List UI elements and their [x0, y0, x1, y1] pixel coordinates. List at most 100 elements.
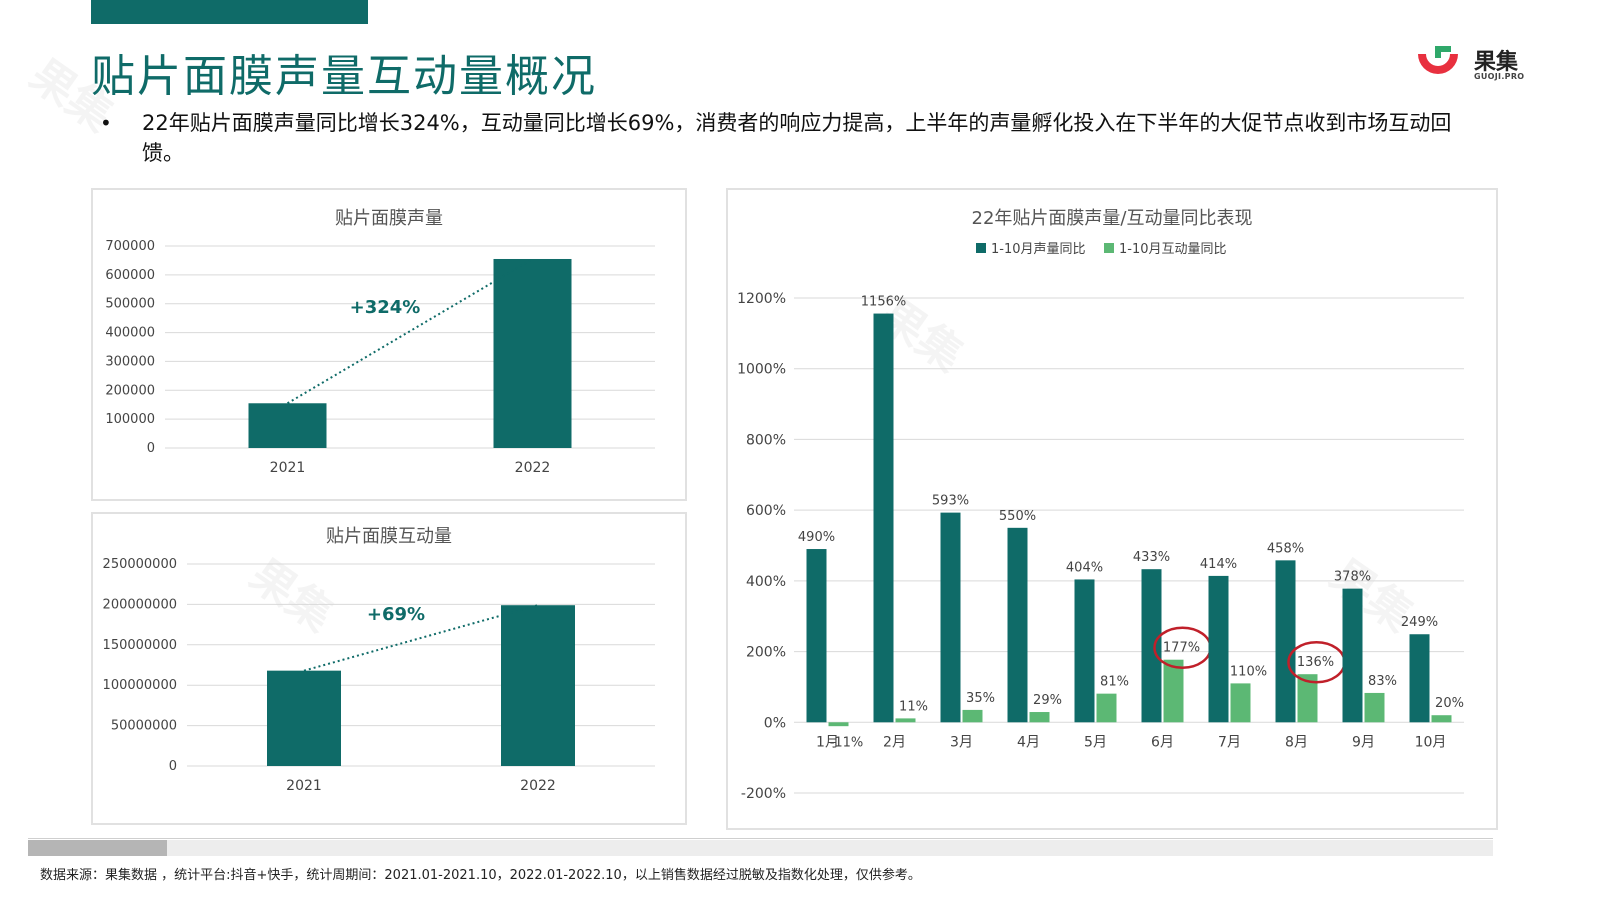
yoy-chart-panel: 22年贴片面膜声量/互动量同比表现 -200% 0% 200% 400% 600% 800… [726, 188, 1498, 830]
y-tick-label: 1000% [737, 362, 786, 378]
bar [1342, 588, 1363, 723]
x-tick-label: 9月 [1352, 734, 1375, 750]
summary-bullet: • 22年贴片面膜声量同比增长324%，互动量同比增长69%，消费者的响应力提高… [100, 108, 1480, 168]
y-tick-label: 250000000 [103, 557, 177, 572]
data-source-note: 数据来源：果集数据 ，统计平台:抖音+快手，统计周期间：2021.01-2021… [40, 868, 921, 883]
data-label: 593% [932, 494, 969, 509]
y-tick-label: -200% [741, 786, 786, 802]
bar [1007, 527, 1028, 723]
data-label: 177% [1163, 641, 1200, 656]
guoji-logo-icon [1418, 46, 1458, 74]
data-label: 11% [899, 699, 928, 714]
x-tick-label: 10月 [1415, 734, 1447, 750]
x-tick-label: 3月 [950, 734, 973, 750]
y-tick-label: 200000 [105, 383, 155, 398]
bar [493, 258, 572, 448]
x-tick-label: 2022 [515, 460, 551, 476]
legend-swatch [976, 243, 986, 253]
trend-line [286, 258, 534, 405]
bar [873, 313, 894, 723]
bar [248, 403, 327, 448]
legend-swatch [1104, 243, 1114, 253]
bar [1074, 579, 1095, 723]
x-tick-label: 2月 [883, 734, 906, 750]
data-label: 136% [1297, 655, 1334, 670]
bar [1431, 715, 1452, 723]
y-tick-label: 700000 [105, 239, 155, 254]
top-accent-bar [91, 0, 368, 24]
bar [1029, 712, 1050, 723]
chart-title: 22年贴片面膜声量/互动量同比表现 [972, 208, 1253, 229]
bullet-dot-icon: • [100, 111, 112, 135]
bar [1163, 659, 1184, 723]
y-tick-label: 200% [746, 645, 786, 661]
bar [501, 605, 575, 766]
data-label: 83% [1368, 674, 1397, 689]
y-tick-label: 600% [746, 503, 786, 519]
y-tick-label: 300000 [105, 354, 155, 369]
bar [1297, 674, 1318, 723]
data-label: 110% [1230, 664, 1267, 679]
data-label: 378% [1334, 570, 1371, 585]
trend-line [303, 604, 539, 672]
data-label: 404% [1066, 560, 1103, 575]
x-tick-label: 2022 [520, 778, 556, 794]
x-tick-label: 6月 [1151, 734, 1174, 750]
x-tick-label: 2021 [286, 778, 322, 794]
data-label: 458% [1267, 541, 1304, 556]
logo-name: 果集 [1474, 50, 1519, 75]
bar [267, 670, 341, 766]
data-label: 29% [1033, 693, 1062, 708]
bar [1364, 692, 1385, 723]
bar [895, 718, 916, 723]
data-label: 20% [1435, 696, 1464, 711]
interaction-chart: 贴片面膜互动量 0 50000000 100000000 150000000 20000… [103, 526, 655, 794]
page-title: 贴片面膜声量互动量概况 [91, 51, 597, 102]
data-label: 490% [798, 530, 835, 545]
footer-divider [28, 838, 1493, 839]
yoy-chart: 22年贴片面膜声量/互动量同比表现 -200% 0% 200% 400% 600% 800… [737, 208, 1464, 802]
y-tick-label: 800% [746, 432, 786, 448]
x-tick-label: 4月 [1017, 734, 1040, 750]
data-label: 433% [1133, 550, 1170, 565]
data-label: -11% [830, 735, 864, 750]
chart-title: 贴片面膜互动量 [326, 526, 452, 547]
bar [1096, 693, 1117, 723]
legend-label: 1-10月声量同比 [991, 242, 1086, 257]
x-tick-label: 2021 [270, 460, 306, 476]
y-tick-label: 500000 [105, 297, 155, 312]
y-tick-label: 400% [746, 574, 786, 590]
volume-chart: 贴片面膜声量 0 100000 200000 300000 400000 500000 60… [105, 208, 655, 476]
legend-label: 1-10月互动量同比 [1119, 242, 1227, 257]
growth-annotation: +324% [350, 297, 421, 318]
x-tick-label: 1月 [816, 734, 839, 750]
bar [1409, 634, 1430, 723]
bar [828, 722, 849, 727]
bar [1275, 560, 1296, 723]
bar [1208, 575, 1229, 723]
data-label: 249% [1401, 615, 1438, 630]
x-tick-label: 8月 [1285, 734, 1308, 750]
bar [1230, 683, 1251, 723]
y-tick-label: 100000 [105, 412, 155, 427]
x-tick-label: 7月 [1218, 734, 1241, 750]
chart-title: 贴片面膜声量 [335, 208, 443, 229]
footer-bar-accent [28, 840, 167, 856]
x-tick-label: 5月 [1084, 734, 1107, 750]
y-tick-label: 1200% [737, 291, 786, 307]
footer-bar-track [28, 840, 1493, 856]
y-tick-label: 200000000 [103, 597, 177, 612]
y-tick-label: 0 [147, 441, 155, 456]
data-label: 81% [1100, 675, 1129, 690]
y-tick-label: 100000000 [103, 678, 177, 693]
summary-text: 22年贴片面膜声量同比增长324%，互动量同比增长69%，消费者的响应力提高，上… [142, 111, 1452, 165]
interaction-chart-panel: 贴片面膜互动量 0 50000000 100000000 150000000 20000… [91, 512, 687, 825]
data-label: 550% [999, 509, 1036, 524]
growth-annotation: +69% [367, 604, 425, 625]
y-tick-label: 150000000 [103, 638, 177, 653]
y-tick-label: 600000 [105, 268, 155, 283]
volume-chart-panel: 贴片面膜声量 0 100000 200000 300000 400000 500000 60… [91, 188, 687, 501]
logo-subtitle: GUOJI.PRO [1474, 72, 1525, 81]
bar [940, 512, 961, 723]
bar [806, 549, 827, 723]
